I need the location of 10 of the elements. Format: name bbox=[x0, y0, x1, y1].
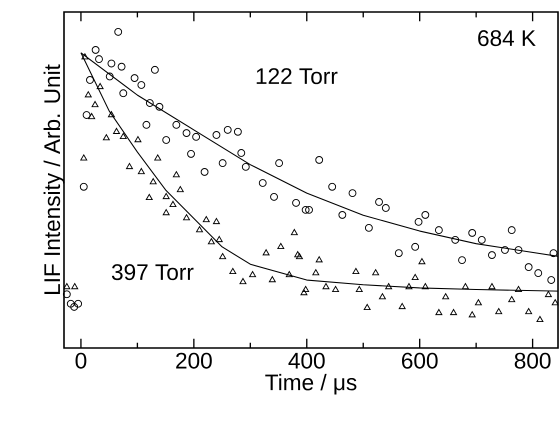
x-tick-label: 200 bbox=[176, 352, 212, 369]
text: 122 Torr bbox=[256, 68, 338, 84]
x-tick-label: 0 bbox=[76, 352, 86, 369]
x-axis-title: Time / μs bbox=[265, 374, 356, 395]
x-tick-label: 600 bbox=[402, 352, 438, 369]
series-label: 397 Torr bbox=[112, 264, 194, 280]
annotation: 684 K bbox=[478, 30, 536, 46]
y-axis-title: LIF Intensity / Arb. Unit bbox=[44, 64, 65, 294]
x-tick-label: 800 bbox=[514, 352, 551, 369]
x-tick-label: 400 bbox=[288, 352, 325, 369]
